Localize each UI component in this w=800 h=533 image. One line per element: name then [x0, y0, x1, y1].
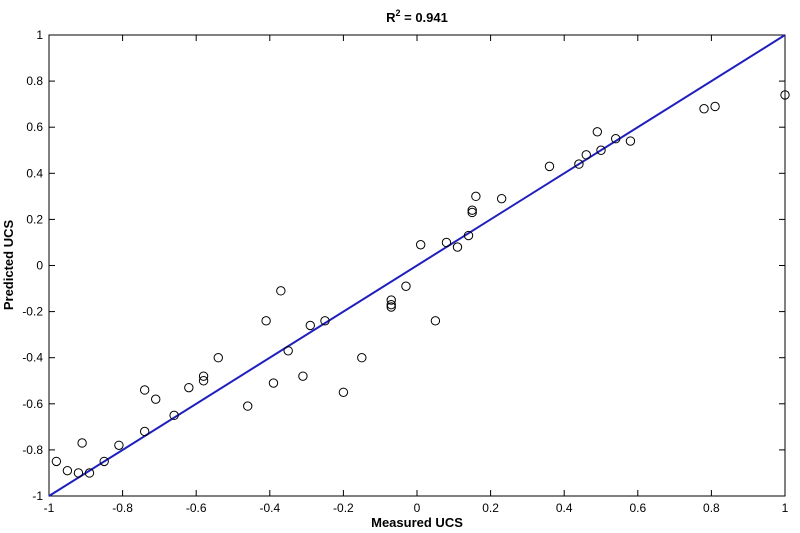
data-point — [84, 468, 95, 478]
data-point — [320, 316, 330, 326]
data-point — [357, 353, 367, 363]
data-point — [574, 159, 584, 169]
y-tick-label: -0.8 — [22, 443, 43, 457]
data-point — [625, 136, 636, 146]
data-point — [77, 438, 87, 448]
y-axis-ticks: -1 -0.8 -0.6 -0.4 -0.2 0 0.2 0.4 0.6 0.8 1 — [22, 28, 785, 503]
x-tick-label: -1 — [44, 501, 55, 515]
data-point — [611, 134, 621, 144]
x-tick-label: 1 — [782, 501, 789, 515]
data-point — [467, 205, 477, 215]
data-point — [243, 401, 253, 411]
x-tick-label: -0.4 — [259, 501, 280, 515]
x-axis-title: Measured UCS — [371, 515, 463, 530]
data-point — [114, 440, 124, 450]
data-point — [452, 242, 463, 252]
data-point — [496, 193, 507, 204]
y-axis-title: Predicted UCS — [1, 220, 16, 311]
data-point — [710, 101, 720, 112]
data-point — [386, 299, 396, 310]
x-axis-ticks: -1 -0.8 -0.6 -0.4 -0.2 0 0.2 0.4 0.6 0.8 1 — [44, 35, 789, 515]
data-point — [213, 353, 223, 363]
data-point — [596, 145, 606, 155]
y-tick-label: 0.8 — [26, 74, 43, 88]
data-point — [305, 320, 315, 331]
data-point — [780, 90, 790, 100]
data-point — [699, 104, 709, 114]
data-point — [544, 161, 555, 172]
data-point — [151, 394, 161, 404]
data-point — [386, 295, 396, 305]
data-point — [51, 456, 62, 467]
y-tick-label: -0.2 — [22, 305, 43, 319]
data-point — [401, 281, 411, 291]
y-tick-label: -0.4 — [22, 351, 43, 365]
chart-title-rest: = 0.941 — [401, 10, 448, 25]
data-point — [430, 316, 441, 326]
data-point — [169, 410, 179, 421]
y-tick-label: 0.4 — [26, 166, 43, 180]
x-tick-label: 0.6 — [629, 501, 646, 515]
y-tick-label: -1 — [32, 489, 43, 503]
data-point — [283, 346, 293, 356]
data-point — [441, 237, 452, 248]
x-tick-label: -0.2 — [333, 501, 354, 515]
data-point — [463, 230, 474, 241]
data-point — [581, 150, 591, 160]
data-point — [198, 376, 209, 386]
x-tick-label: -0.8 — [112, 501, 133, 515]
data-point — [467, 207, 477, 218]
y-tick-label: 0.6 — [26, 120, 43, 134]
x-tick-label: 0.4 — [556, 501, 573, 515]
x-tick-label: 0.8 — [703, 501, 720, 515]
data-point — [62, 465, 73, 476]
data-point — [99, 456, 109, 467]
y-tick-label: 0 — [36, 259, 43, 273]
data-point — [184, 382, 194, 393]
data-point — [268, 378, 279, 388]
data-point — [198, 371, 209, 381]
x-tick-label: 0.2 — [482, 501, 499, 515]
x-tick-label: 0 — [414, 501, 421, 515]
data-point — [592, 127, 603, 137]
data-point — [139, 385, 150, 395]
data-point — [73, 468, 84, 478]
data-point — [298, 371, 308, 381]
data-point — [261, 316, 271, 326]
data-point — [338, 387, 349, 397]
data-point — [386, 302, 396, 312]
data-points — [51, 90, 790, 478]
chart-title-main: R — [386, 10, 396, 25]
y-tick-label: 1 — [36, 28, 43, 42]
data-point — [471, 191, 481, 202]
chart-title: R2 = 0.941 — [386, 8, 448, 25]
x-tick-label: -0.6 — [186, 501, 207, 515]
y-tick-label: -0.6 — [22, 397, 43, 411]
data-point — [276, 286, 286, 296]
chart-title-superscript: 2 — [396, 8, 401, 18]
y-tick-label: 0.2 — [26, 212, 43, 226]
data-point — [415, 240, 426, 250]
data-point — [139, 426, 150, 437]
